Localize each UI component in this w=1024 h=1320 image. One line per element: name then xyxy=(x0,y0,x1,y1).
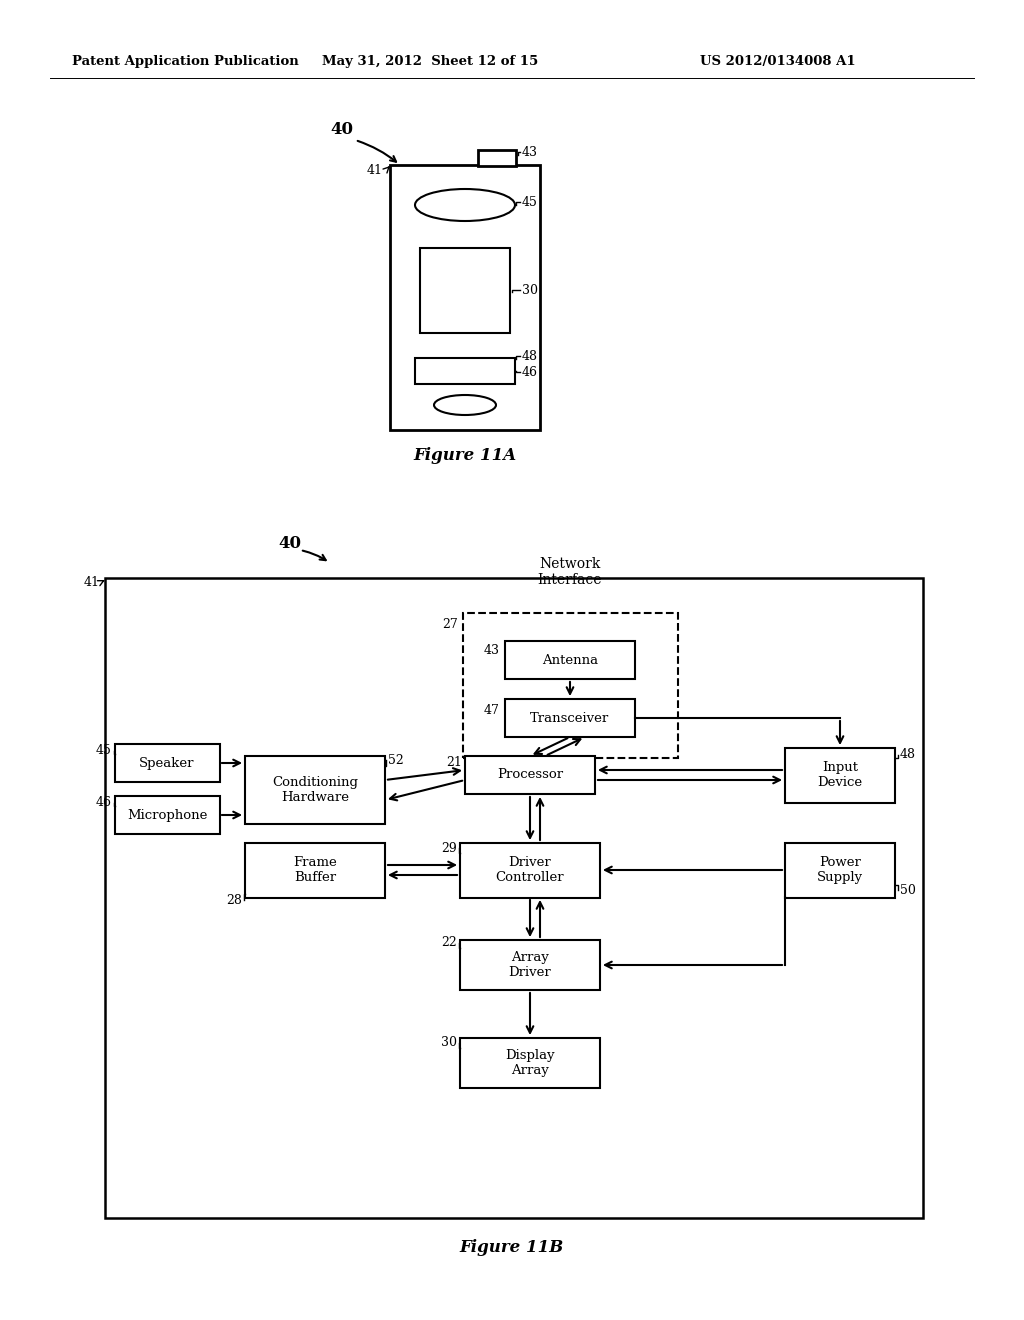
Text: Array
Driver: Array Driver xyxy=(509,950,551,979)
Text: 48: 48 xyxy=(900,748,916,762)
Ellipse shape xyxy=(434,395,496,414)
Text: 40: 40 xyxy=(278,535,301,552)
Bar xyxy=(420,248,510,333)
Text: Transceiver: Transceiver xyxy=(530,711,609,725)
Bar xyxy=(105,578,923,1218)
Text: 50: 50 xyxy=(900,883,915,896)
Bar xyxy=(465,756,595,795)
Bar xyxy=(415,358,515,384)
Bar xyxy=(785,842,895,898)
Bar xyxy=(390,165,540,430)
Text: 46: 46 xyxy=(95,796,112,809)
Bar xyxy=(460,842,600,898)
Text: 22: 22 xyxy=(441,936,457,949)
Text: Speaker: Speaker xyxy=(139,756,195,770)
Text: 45: 45 xyxy=(522,195,538,209)
Text: Antenna: Antenna xyxy=(542,653,598,667)
Text: Driver
Controller: Driver Controller xyxy=(496,855,564,884)
Text: 29: 29 xyxy=(441,842,457,854)
Text: 30: 30 xyxy=(522,284,538,297)
Text: Microphone: Microphone xyxy=(127,808,207,821)
Text: May 31, 2012  Sheet 12 of 15: May 31, 2012 Sheet 12 of 15 xyxy=(322,55,539,69)
Text: 43: 43 xyxy=(522,145,538,158)
Text: Figure 11A: Figure 11A xyxy=(414,446,516,463)
Text: Patent Application Publication: Patent Application Publication xyxy=(72,55,299,69)
Text: 40: 40 xyxy=(330,121,353,139)
Text: 45: 45 xyxy=(95,744,112,758)
Text: Conditioning
Hardware: Conditioning Hardware xyxy=(272,776,358,804)
Bar xyxy=(463,612,678,758)
Bar xyxy=(115,744,219,781)
Text: 47: 47 xyxy=(484,704,500,717)
Bar xyxy=(245,842,385,898)
Bar xyxy=(115,796,219,834)
Text: 41: 41 xyxy=(84,577,100,590)
Text: 41: 41 xyxy=(367,164,383,177)
Text: Power
Supply: Power Supply xyxy=(817,855,863,884)
Bar xyxy=(785,747,895,803)
Text: Frame
Buffer: Frame Buffer xyxy=(293,855,337,884)
Text: Network
Interface: Network Interface xyxy=(538,557,602,587)
Bar xyxy=(478,150,516,166)
Text: 46: 46 xyxy=(522,366,538,379)
Text: 30: 30 xyxy=(441,1036,457,1049)
Text: Input
Device: Input Device xyxy=(817,762,862,789)
Bar xyxy=(505,642,635,678)
Text: 52: 52 xyxy=(388,754,403,767)
Text: US 2012/0134008 A1: US 2012/0134008 A1 xyxy=(700,55,856,69)
Text: 21: 21 xyxy=(446,756,462,770)
Text: 28: 28 xyxy=(226,894,242,907)
Text: Figure 11B: Figure 11B xyxy=(460,1239,564,1257)
Text: 48: 48 xyxy=(522,350,538,363)
Text: 43: 43 xyxy=(484,644,500,656)
Bar xyxy=(245,756,385,824)
Text: 27: 27 xyxy=(441,618,458,631)
Bar xyxy=(505,700,635,737)
Text: Display
Array: Display Array xyxy=(505,1049,555,1077)
Ellipse shape xyxy=(415,189,515,220)
Text: Processor: Processor xyxy=(497,768,563,781)
Bar xyxy=(460,940,600,990)
Bar xyxy=(460,1038,600,1088)
